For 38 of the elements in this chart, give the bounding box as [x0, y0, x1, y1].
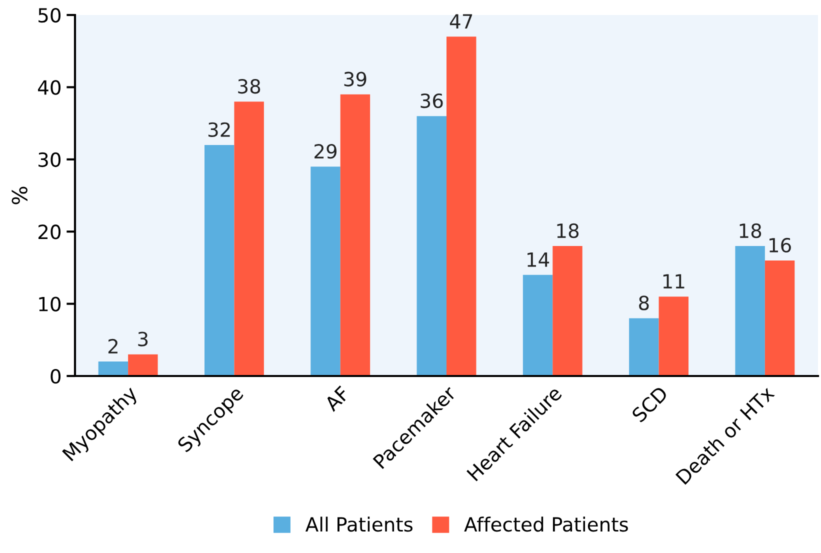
- x-tick-label: AF: [324, 386, 350, 412]
- y-tick-label: 30: [38, 152, 61, 168]
- y-tick-label: 0: [50, 368, 61, 384]
- bar: [340, 94, 370, 376]
- data-label: 18: [557, 223, 579, 238]
- legend-label: Affected Patients: [464, 516, 628, 532]
- y-tick-label: 10: [39, 296, 61, 312]
- bar: [446, 36, 476, 376]
- data-label: 16: [770, 238, 791, 253]
- bar: [764, 260, 795, 376]
- bar: [629, 318, 659, 376]
- bar: [234, 102, 264, 376]
- data-label: 32: [208, 122, 230, 138]
- data-label: 39: [344, 72, 366, 86]
- bar: [98, 362, 128, 376]
- data-label: 38: [238, 79, 260, 94]
- data-label: 18: [740, 223, 762, 238]
- bar: [658, 296, 689, 376]
- data-label: 36: [420, 93, 443, 108]
- data-label: 11: [663, 274, 684, 288]
- bar: [735, 246, 765, 376]
- data-label: 14: [528, 252, 550, 267]
- data-label: 3: [138, 332, 148, 346]
- bar: [416, 116, 446, 376]
- y-axis-title: %: [12, 186, 28, 204]
- legend-label: All Patients: [305, 516, 412, 532]
- data-label: 8: [639, 296, 649, 310]
- bar: [204, 144, 234, 376]
- y-tick-label: 20: [38, 224, 61, 240]
- data-label: 47: [450, 14, 472, 28]
- y-tick-label: 40: [38, 80, 61, 95]
- data-label: 29: [314, 144, 336, 159]
- bar: [522, 274, 553, 376]
- bar: [552, 246, 582, 376]
- bar: [310, 166, 340, 376]
- y-tick-label: 50: [38, 8, 61, 23]
- data-label: 2: [108, 338, 118, 354]
- bar: [128, 354, 158, 376]
